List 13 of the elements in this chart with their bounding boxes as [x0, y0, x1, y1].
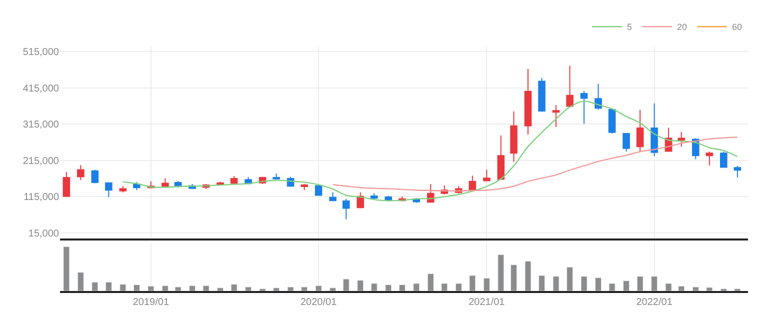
y-tick-label: 415,000	[22, 83, 60, 94]
legend-label: 5	[627, 22, 632, 32]
y-tick-label: 315,000	[22, 120, 60, 131]
y-tick-label: 15,000	[28, 228, 60, 240]
y-tick-label: 515,000	[22, 46, 60, 58]
x-tick-label: 2020/01	[300, 297, 338, 308]
x-tick-label: 2022/01	[636, 297, 673, 308]
x-tick-label: 2019/01	[132, 297, 170, 308]
legend-label: 20	[677, 22, 688, 32]
legend-label: 60	[732, 22, 742, 32]
x-tick-label: 2021/01	[468, 297, 506, 308]
y-tick-label: 215,000	[22, 156, 60, 167]
y-tick-label: 115,000	[24, 192, 60, 204]
